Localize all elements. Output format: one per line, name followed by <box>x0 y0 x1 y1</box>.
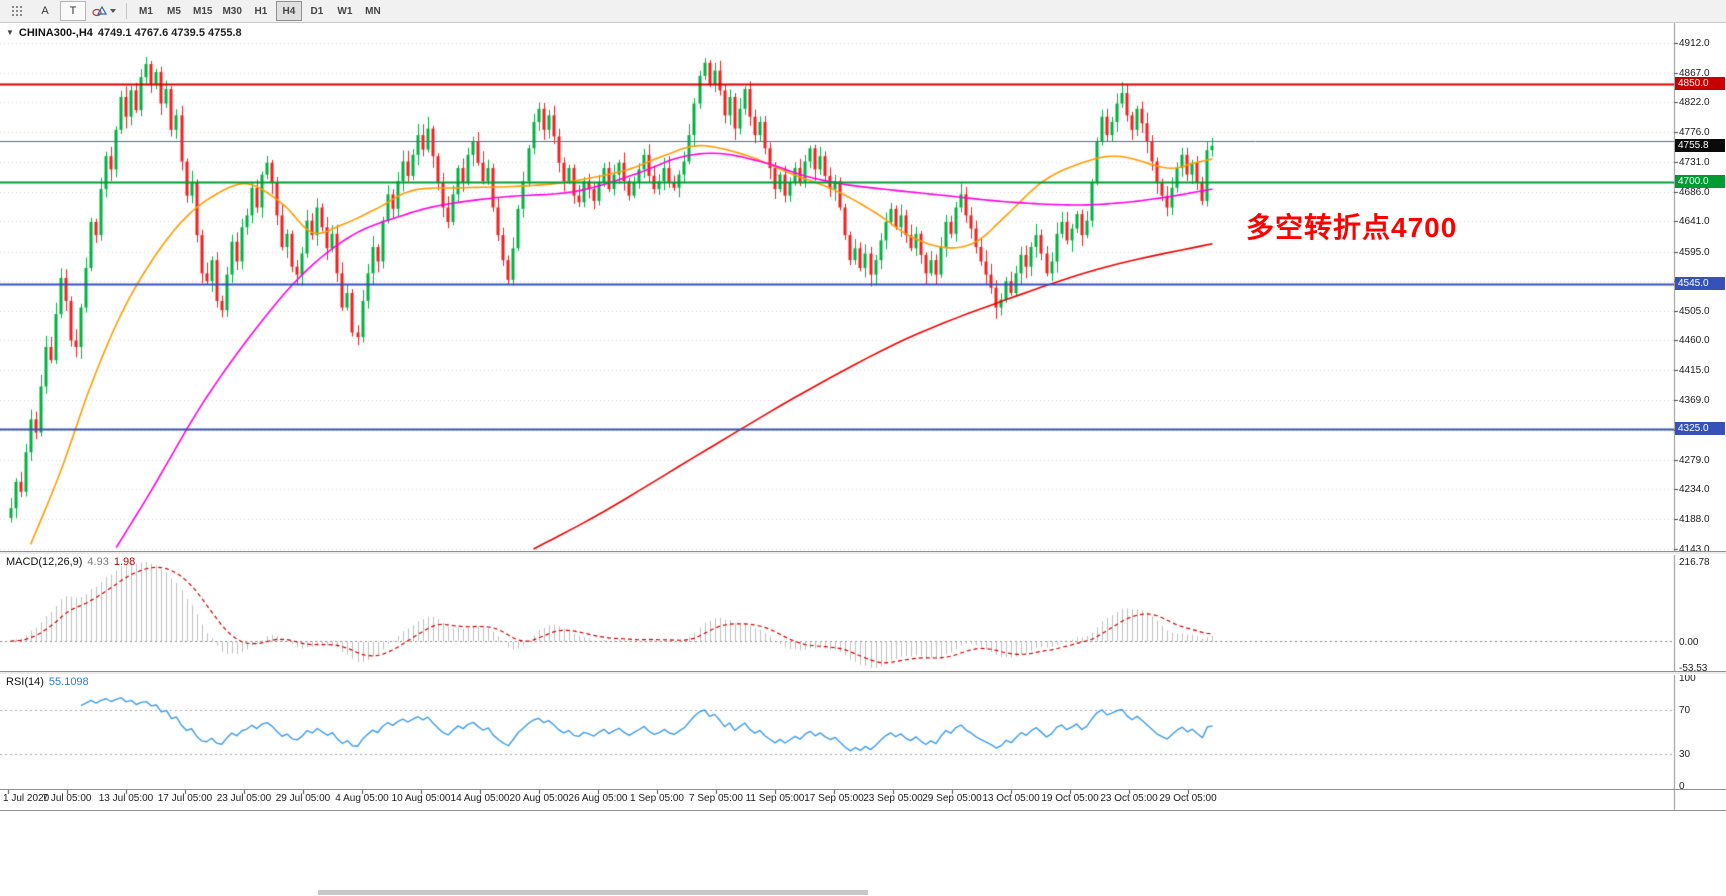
price-axis-tick: 4641.0 <box>1679 216 1710 228</box>
bottom-panel <box>0 811 1726 896</box>
time-axis-label: 13 Jul 05:00 <box>98 793 154 804</box>
rsi-name: RSI(14) <box>6 676 44 688</box>
price-axis-tick: 4822.0 <box>1679 97 1710 109</box>
price-axis-tick: 4867.0 <box>1679 67 1710 79</box>
chart-title: ▼ CHINA300-,H4 4749.1 4767.6 4739.5 4755… <box>6 27 242 39</box>
macd-axis-tick: 0.00 <box>1679 636 1699 648</box>
time-axis-label: 1 Jul 2020 <box>3 793 50 804</box>
time-axis-label: 17 Sep 05:00 <box>804 793 864 804</box>
price-axis-tick: 4143.0 <box>1679 544 1710 555</box>
symbol-timeframe-label: CHINA300-,H4 <box>18 27 93 39</box>
shapes-tool-button[interactable] <box>88 1 120 21</box>
time-axis-label: 10 Aug 05:00 <box>391 793 451 804</box>
macd-signal-value: 1.98 <box>113 556 136 568</box>
price-level-tag-4545.0: 4545.0 <box>1675 277 1725 291</box>
rsi-axis-tick: 70 <box>1679 705 1691 717</box>
timeframe-buttons: M1 M5 M15 M30 H1 H4 D1 W1 MN <box>132 1 387 21</box>
timeframe-button-m1[interactable]: M1 <box>139 5 153 17</box>
text-tool-button[interactable]: A <box>32 1 58 21</box>
toolbar-separator <box>126 3 127 19</box>
rsi-axis-tick: 30 <box>1679 748 1691 760</box>
price-axis-tick: 4188.0 <box>1679 514 1710 526</box>
time-axis-label: 14 Aug 05:00 <box>450 793 510 804</box>
time-axis-label: 29 Sep 05:00 <box>922 793 982 804</box>
collapse-triangle-icon[interactable]: ▼ <box>6 28 14 37</box>
price-axis-tick: 4505.0 <box>1679 305 1710 317</box>
macd-axis-tick: -53.53 <box>1679 663 1708 674</box>
rsi-value: 55.1098 <box>48 676 89 688</box>
chart-annotation-text[interactable]: 多空转折点4700 <box>1246 212 1458 243</box>
time-axis-label: 7 Jul 05:00 <box>42 793 92 804</box>
time-axis-label: 7 Sep 05:00 <box>689 793 743 804</box>
dropdown-arrow-icon <box>110 9 116 13</box>
rsi-indicator-label: RSI(14) 55.1098 <box>6 676 89 688</box>
price-axis-tick: 4369.0 <box>1679 395 1710 407</box>
price-axis-tick: 4279.0 <box>1679 454 1710 466</box>
price-axis-tick: 4731.0 <box>1679 157 1710 169</box>
time-axis-label: 11 Sep 05:00 <box>745 793 805 804</box>
timeframe-button-mn[interactable]: MN <box>365 5 381 17</box>
time-axis-label: 23 Sep 05:00 <box>863 793 923 804</box>
rsi-axis-tick: 0 <box>1679 781 1685 792</box>
panel-separator-rsi[interactable] <box>0 671 1726 675</box>
timeframe-button-m5[interactable]: M5 <box>167 5 181 17</box>
panel-separator-macd[interactable] <box>0 551 1726 555</box>
time-axis-label: 17 Jul 05:00 <box>157 793 213 804</box>
time-axis-label: 13 Oct 05:00 <box>982 793 1040 804</box>
price-axis-tick: 4912.0 <box>1679 38 1710 49</box>
time-axis-label: 23 Jul 05:00 <box>216 793 272 804</box>
macd-name: MACD(12,26,9) <box>6 556 83 568</box>
price-axis-tick: 4234.0 <box>1679 484 1710 496</box>
shapes-icon <box>92 5 107 17</box>
macd-main-value: 4.93 <box>87 556 109 568</box>
time-axis-label: 26 Aug 05:00 <box>568 793 628 804</box>
macd-indicator-label: MACD(12,26,9) 4.93 1.98 <box>6 556 135 568</box>
chart-window-bottom-edge <box>0 810 1726 811</box>
time-axis-divider <box>0 789 1726 790</box>
macd-axis-tick: 216.78 <box>1679 557 1710 568</box>
timeframe-button-w1[interactable]: W1 <box>337 5 353 17</box>
timeframe-button-d1[interactable]: D1 <box>310 5 324 17</box>
text-label-tool-glyph: T <box>69 5 77 17</box>
price-axis-tick: 4776.0 <box>1679 127 1710 139</box>
price-level-tag-4325.0: 4325.0 <box>1675 422 1725 436</box>
timeframe-button-h4[interactable]: H4 <box>275 1 302 21</box>
time-axis-label: 23 Oct 05:00 <box>1100 793 1158 804</box>
ohlc-values-label: 4749.1 4767.6 4739.5 4755.8 <box>97 27 242 39</box>
timeframe-button-m30[interactable]: M30 <box>222 5 242 17</box>
last-price-tag: 4755.8 <box>1675 138 1725 152</box>
time-axis-label: 19 Oct 05:00 <box>1041 793 1099 804</box>
timeframe-button-m15[interactable]: M15 <box>193 5 213 17</box>
time-axis-label: 29 Oct 05:00 <box>1159 793 1217 804</box>
price-axis-tick: 4595.0 <box>1679 246 1710 258</box>
text-label-tool-button[interactable]: T <box>60 1 86 21</box>
dots-grid-icon <box>12 6 22 16</box>
price-level-tag-4700.0: 4700.0 <box>1675 175 1725 189</box>
text-tool-label: A <box>41 5 49 17</box>
time-axis-label: 4 Aug 05:00 <box>335 793 389 804</box>
horizontal-scrollbar-thumb[interactable] <box>318 890 868 895</box>
price-axis-tick: 4415.0 <box>1679 365 1710 377</box>
price-level-tag-4850.0: 4850.0 <box>1675 76 1725 90</box>
price-axis-tick: 4460.0 <box>1679 335 1710 347</box>
time-axis-label: 1 Sep 05:00 <box>630 793 684 804</box>
timeframe-button-h1[interactable]: H1 <box>254 5 268 17</box>
cursor-tool-button[interactable] <box>4 1 30 21</box>
price-axis-tick: 4686.0 <box>1679 186 1710 198</box>
time-axis-label: 20 Aug 05:00 <box>509 793 569 804</box>
rsi-axis-tick: 100 <box>1679 673 1696 684</box>
time-axis-label: 29 Jul 05:00 <box>275 793 331 804</box>
toolbar: A T M1 M5 M15 M30 H1 H4 D1 W1 MN <box>0 0 1726 23</box>
